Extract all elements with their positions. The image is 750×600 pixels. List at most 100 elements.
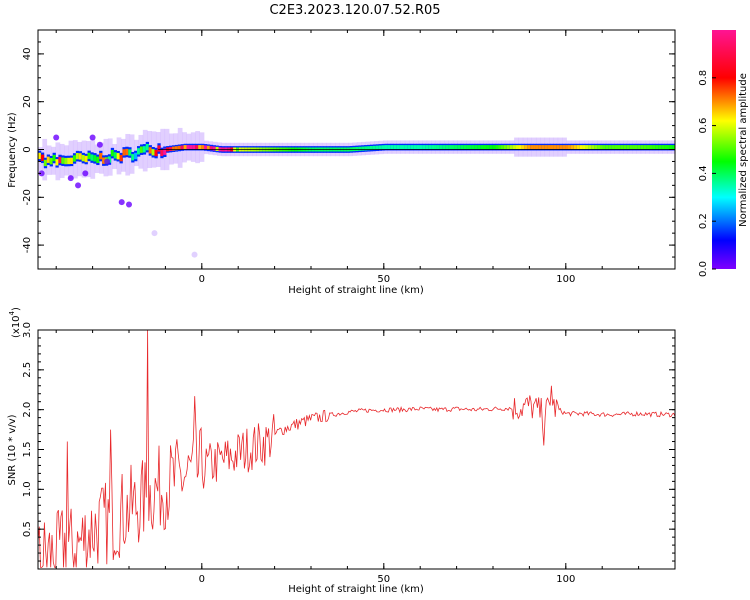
heatmap-core-cell xyxy=(454,145,458,150)
heatmap-core-cell xyxy=(550,145,554,150)
heatmap-core-cell xyxy=(110,149,115,157)
heatmap-core-cell xyxy=(611,145,615,150)
heatmap-core-cell xyxy=(180,145,184,150)
heatmap-core-cell xyxy=(203,145,208,150)
heatmap-core-cell xyxy=(148,147,152,154)
heatmap-core-cell xyxy=(215,146,219,151)
heatmap-core-cell xyxy=(87,152,91,160)
heatmap-core-cell xyxy=(419,145,423,150)
heatmap-core-cell xyxy=(128,149,132,156)
y-tick-label: -20 xyxy=(22,189,33,205)
heatmap-core-cell xyxy=(384,145,388,150)
heatmap-core-cell xyxy=(142,146,147,153)
heatmap-core-cell xyxy=(375,145,380,150)
heatmap-core-cell xyxy=(134,152,138,160)
heatmap-core-cell xyxy=(605,145,610,150)
svg-text:(x104): (x104) xyxy=(8,307,22,338)
heatmap-core-cell xyxy=(466,145,470,150)
heatmap-core-cell xyxy=(658,145,662,150)
heatmap-core-cell xyxy=(471,145,476,150)
heatmap-core-cell xyxy=(480,145,484,150)
heatmap-core-cell xyxy=(567,145,572,150)
heatmap-core-cell xyxy=(58,156,62,164)
heatmap-core-cell xyxy=(416,145,420,150)
heatmap-core-cell xyxy=(361,146,365,151)
heatmap-core-cell xyxy=(442,145,447,150)
heatmap-blob xyxy=(151,230,158,237)
heatmap-core-cell xyxy=(576,145,580,150)
heatmap-core-cell xyxy=(90,154,94,161)
heatmap-core-cell xyxy=(448,145,452,150)
y-tick-label: 0.5 xyxy=(22,521,33,537)
heatmap-core-cell xyxy=(413,145,417,150)
heatmap-core-cell xyxy=(201,145,205,150)
heatmap-core-cell xyxy=(355,146,359,151)
y-tick-label: 0 xyxy=(22,146,33,152)
heatmap-core-cell xyxy=(75,152,80,160)
x-tick-label: 0 xyxy=(199,274,205,285)
heatmap-core-cell xyxy=(553,145,557,150)
heatmap-core-cell xyxy=(643,145,647,150)
heatmap-core-cell xyxy=(570,145,575,150)
heatmap-core-cell xyxy=(597,145,601,150)
heatmap-core-cell xyxy=(183,145,187,150)
heatmap-core-cell xyxy=(632,145,636,150)
heatmap-core-cell xyxy=(49,157,53,165)
heatmap-core-cell xyxy=(672,145,675,150)
y-tick-label: 40 xyxy=(22,48,33,61)
chart-title: C2E3.2023.120.07.52.R05 xyxy=(269,3,440,18)
snr-series xyxy=(38,330,675,568)
snr-y-scale: (x104) xyxy=(8,307,22,338)
heatmap-blob xyxy=(67,175,74,182)
heatmap-core-cell xyxy=(620,145,624,150)
y-tick-label: -40 xyxy=(22,237,33,253)
heatmap-core-cell xyxy=(524,145,528,150)
heatmap-core-cell xyxy=(212,146,216,151)
heatmap-core-cell xyxy=(61,157,65,164)
heatmap-core-cell xyxy=(206,145,211,150)
colorbar-tick-label: 0.4 xyxy=(698,165,709,181)
heatmap-core-cell xyxy=(544,145,548,150)
heatmap-core-cell xyxy=(588,145,592,150)
colorbar-tick-label: 0.0 xyxy=(698,261,709,277)
heatmap-core-cell xyxy=(186,145,190,150)
heatmap-core-cell xyxy=(163,148,167,155)
heatmap-core-cell xyxy=(669,145,674,150)
heatmap-core-cell xyxy=(209,146,214,151)
heatmap-core-cell xyxy=(171,146,176,151)
y-tick-label: 1.0 xyxy=(22,481,33,497)
heatmap-blob xyxy=(96,141,103,148)
heatmap-blob xyxy=(75,182,82,189)
colorbar-tick-label: 0.8 xyxy=(698,70,709,86)
heatmap-core-cell xyxy=(393,145,397,150)
heatmap-core-cell xyxy=(72,155,77,162)
heatmap-core-cell xyxy=(646,145,650,150)
heatmap-core-cell xyxy=(431,145,435,150)
heatmap-core-cell xyxy=(364,146,368,151)
heatmap-core-cell xyxy=(474,145,479,150)
heatmap-core-cell xyxy=(562,145,566,150)
heatmap-core-cell xyxy=(125,148,129,156)
heatmap-core-cell xyxy=(585,145,589,150)
heatmap-core-cell xyxy=(387,145,391,150)
y-tick-label: 3.0 xyxy=(22,322,33,338)
x-tick-label: 100 xyxy=(556,574,575,585)
snr-y-label: SNR (10 * v/v) xyxy=(7,414,18,485)
heatmap-core-cell xyxy=(116,153,120,160)
spectrogram-ticks: 0 50 100 -40 -20 0 20 40 xyxy=(22,29,676,285)
heatmap-blob xyxy=(126,201,132,208)
heatmap-core-cell xyxy=(96,156,100,163)
heatmap-core-cell xyxy=(434,145,438,150)
heatmap-core-cell xyxy=(157,145,161,152)
heatmap-core-cell xyxy=(169,147,173,152)
heatmap-core-cell xyxy=(506,145,511,150)
heatmap-core-cell xyxy=(518,145,522,150)
heatmap-core-cell xyxy=(40,154,45,161)
heatmap-core-cell xyxy=(38,152,42,160)
snr-frame xyxy=(37,329,676,570)
heatmap-core-cell xyxy=(602,145,607,150)
y-tick-label: 2.5 xyxy=(22,362,33,378)
colorbar-gradient xyxy=(712,30,736,269)
heatmap-core-cell xyxy=(492,145,496,150)
colorbar-tick-label: 0.6 xyxy=(698,118,709,134)
